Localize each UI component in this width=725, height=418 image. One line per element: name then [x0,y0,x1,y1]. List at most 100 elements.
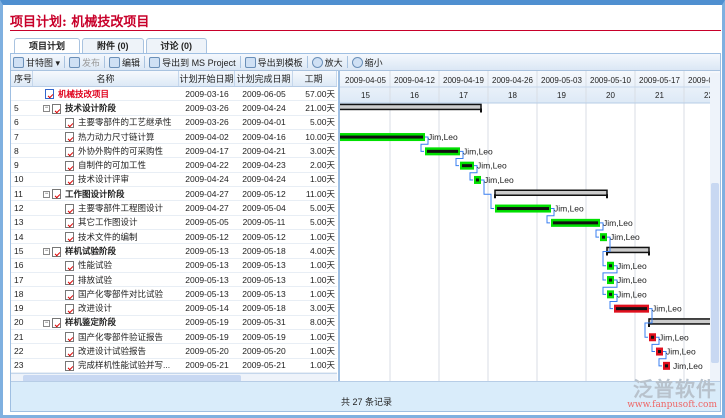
table-row[interactable]: 7 热力动力尺寸链计算 2009-04-02 2009-04-16 10.00天 [11,130,337,145]
table-row[interactable]: 22 改进设计试验报告 2009-05-20 2009-05-20 1.00天 [11,344,337,359]
column-header-start[interactable]: 计划开始日期 [179,71,235,86]
logo-url: www.fanpusoft.com [627,400,717,410]
table-row[interactable]: 11 − 工作图设计阶段 2009-04-27 2009-05-12 11.00天 [11,187,337,202]
summary-bar-end [648,322,650,327]
task-progress [340,135,423,139]
scrollbar-thumb[interactable] [711,183,719,363]
table-row[interactable]: 15 − 样机试验阶段 2009-05-13 2009-05-18 4.00天 [11,244,337,259]
row-number: 5 [14,102,19,113]
column-header-no[interactable]: 序号 [11,71,33,86]
zoom-in-button[interactable]: 放大 [311,56,343,69]
logo-name: 泛普软件 [633,379,717,401]
end-date: 2009-04-23 [242,160,286,171]
start-date: 2009-05-19 [185,317,229,328]
table-row[interactable]: 21 国产化零部件验证报告 2009-05-19 2009-05-19 1.00… [11,330,337,345]
task-name: 样机鉴定阶段 [65,317,117,328]
table-row[interactable]: 12 主要零部件工程图设计 2009-04-27 2009-05-04 5.00… [11,201,337,216]
start-date: 2009-05-13 [185,260,229,271]
scrollbar-thumb[interactable] [23,375,241,381]
dependency-link [658,351,667,367]
edit-button[interactable]: 编辑 [109,56,140,69]
table-row[interactable]: 23 完成样机性能试验并写... 2009-05-21 2009-05-21 1… [11,359,337,373]
task-name: 技术文件的编制 [78,231,138,242]
table-row[interactable]: 5 − 技术设计阶段 2009-03-26 2009-04-24 21.00天 [11,101,337,116]
task-progress [609,292,612,296]
column-header-end[interactable]: 计划完成日期 [235,71,293,86]
divider [346,56,348,68]
task-icon [65,203,74,214]
end-date: 2009-04-21 [242,145,286,156]
summary-bar [340,103,482,111]
export-template-button[interactable]: 导出到模板 [244,56,303,69]
task-name: 自制件的可加工性 [78,160,147,171]
record-count: 共 27 条记录 [341,397,393,407]
table-row[interactable]: 19 改进设计 2009-05-14 2009-05-18 3.00天 [11,301,337,316]
table-row[interactable]: 17 排放试验 2009-05-13 2009-05-13 1.00天 [11,273,337,288]
table-row[interactable]: 20 − 样机鉴定阶段 2009-05-19 2009-05-31 8.00天 [11,316,337,331]
end-date: 2009-05-04 [242,203,286,214]
row-number: 7 [14,131,19,142]
collapse-icon[interactable]: − [43,319,50,327]
end-date: 2009-05-18 [242,303,286,314]
duration: 1.00天 [309,274,335,285]
publish-icon [69,56,81,68]
dependency-link [644,308,653,338]
gantt-view-button[interactable]: 甘特图 ▾ [13,56,60,69]
task-icon [65,232,74,243]
task-grid: 序号 名称 计划开始日期 计划完成日期 工期 机械技改项目 2009-03-16… [11,71,337,381]
end-date: 2009-05-20 [242,345,286,356]
tab-project-plan[interactable]: 项目计划 [14,38,81,55]
summary-bar [494,189,608,196]
table-row[interactable]: 18 国产化零部件对比试验 2009-05-13 2009-05-13 1.00… [11,287,337,302]
task-progress [427,149,458,153]
start-date: 2009-05-19 [185,331,229,342]
table-row[interactable]: 9 自制件的可加工性 2009-04-22 2009-04-23 2.00天 [11,158,337,173]
task-progress [616,307,647,311]
task-progress [497,207,549,211]
dependency-link [602,279,618,295]
tab-attachments[interactable]: 附件 (0) [82,38,144,54]
task-progress [609,264,612,268]
week-number-label: 20 [606,91,615,100]
table-row[interactable]: 13 其它工作图设计 2009-05-05 2009-05-11 5.00天 [11,216,337,230]
task-progress [553,221,598,225]
task-icon [65,303,74,314]
grid-body: 机械技改项目 2009-03-16 2009-06-05 57.00天 5 − 技术… [11,87,337,373]
export-template-label: 导出到模板 [257,57,303,68]
divider [306,56,308,68]
start-date: 2009-05-14 [185,303,229,314]
resource-label: Jim,Leo [673,361,703,371]
task-name-cell: 主要零部件工程图设计 [33,202,179,214]
table-row[interactable]: 6 主要零部件的工艺继承性 2009-03-26 2009-04-01 5.00… [11,116,337,130]
grid-horizontal-scrollbar[interactable] [11,373,337,381]
table-row[interactable]: 16 性能试验 2009-05-13 2009-05-13 1.00天 [11,259,337,273]
gantt-vertical-scrollbar[interactable] [710,73,720,381]
task-name-cell: 排放试验 [33,274,179,286]
end-date: 2009-04-01 [242,117,286,128]
end-date: 2009-05-11 [242,217,286,228]
task-name: 改进设计试验报告 [78,345,147,356]
task-name: 主要零部件的工艺继承性 [78,117,172,128]
week-date-label: 2009-05-03 [541,76,582,85]
tab-discussion[interactable]: 讨论 (0) [145,38,208,54]
task-name: 改进设计 [78,303,113,314]
table-row[interactable]: 8 外协外购件的可采购性 2009-04-17 2009-04-21 3.00天 [11,144,337,159]
table-row[interactable]: 10 技术设计评审 2009-04-24 2009-04-24 1.00天 [11,173,337,188]
collapse-icon[interactable]: − [43,248,50,256]
task-icon [52,189,61,200]
table-row[interactable]: 14 技术文件的编制 2009-05-12 2009-05-12 1.00天 [11,230,337,245]
start-date: 2009-04-27 [185,188,229,199]
publish-button[interactable]: 发布 [69,56,100,69]
collapse-icon[interactable]: − [43,105,50,113]
zoom-out-button[interactable]: 缩小 [351,56,383,69]
export-ms-project-label: 导出到 MS Project [162,57,236,68]
row-number: 10 [14,174,24,185]
collapse-icon[interactable]: − [43,190,50,198]
export-ms-project-button[interactable]: 导出到 MS Project [149,56,236,69]
table-row[interactable]: 机械技改项目 2009-03-16 2009-06-05 57.00天 [11,87,337,102]
task-icon [52,103,61,114]
column-header-name[interactable]: 名称 [33,71,179,86]
task-icon [52,246,61,257]
column-header-duration[interactable]: 工期 [293,71,337,86]
